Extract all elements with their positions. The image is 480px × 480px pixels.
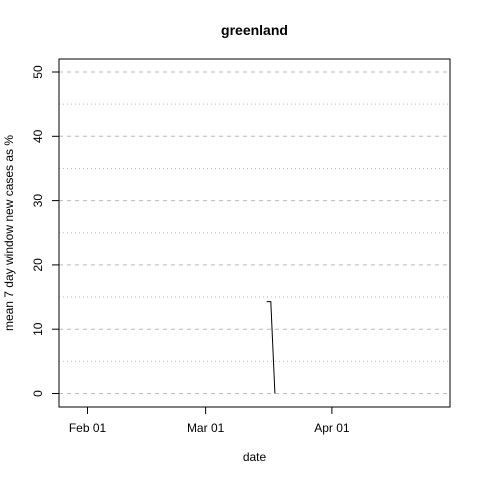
x-axis: Feb 01 Mar 01 Apr 01 xyxy=(69,407,350,435)
grid xyxy=(59,71,450,394)
plot-frame xyxy=(58,58,451,408)
y-axis-label: mean 7 day window new cases as % xyxy=(2,135,16,331)
y-tick-label: 50 xyxy=(31,65,45,79)
y-tick-label: 0 xyxy=(31,390,45,397)
y-axis: 0 10 20 30 40 50 xyxy=(31,65,59,397)
chart-title: greenland xyxy=(221,22,288,38)
series-line xyxy=(266,301,276,394)
series-layer xyxy=(266,301,276,394)
y-tick-label: 30 xyxy=(31,194,45,208)
y-tick-label: 10 xyxy=(31,322,45,336)
x-tick-label: Apr 01 xyxy=(314,421,350,435)
x-tick-label: Mar 01 xyxy=(187,421,225,435)
y-tick-label: 40 xyxy=(31,129,45,143)
x-axis-label: date xyxy=(243,450,267,464)
y-tick-label: 20 xyxy=(31,258,45,272)
x-tick-label: Feb 01 xyxy=(69,421,107,435)
